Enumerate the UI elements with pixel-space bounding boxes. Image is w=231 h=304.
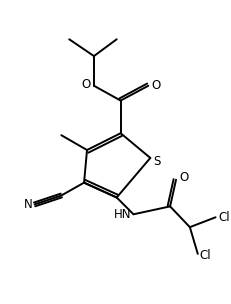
Text: Cl: Cl [218, 211, 229, 224]
Text: N: N [24, 198, 33, 211]
Text: HN: HN [113, 208, 131, 221]
Text: Cl: Cl [199, 249, 210, 262]
Text: O: O [151, 79, 160, 92]
Text: O: O [178, 171, 187, 184]
Text: O: O [81, 78, 91, 91]
Text: S: S [153, 155, 160, 168]
